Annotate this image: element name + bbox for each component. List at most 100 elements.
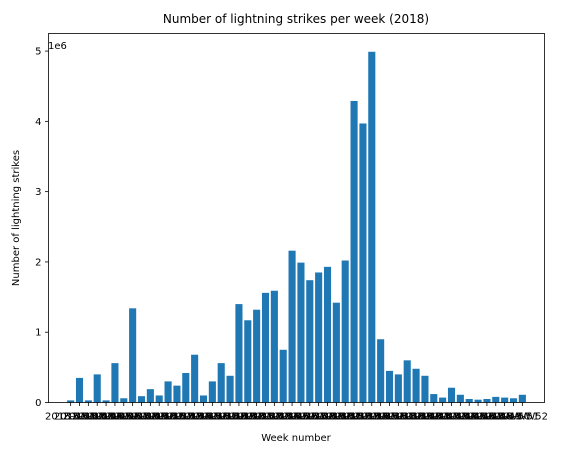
x-axis: 2018-W012018-W022018-W032018-W042018-W05… <box>45 402 548 423</box>
bar-2018-W31 <box>332 302 340 403</box>
bar-2018-W38 <box>394 374 402 403</box>
x-tick-label: 2018-W03 <box>63 412 114 423</box>
bar-2018-W08 <box>129 308 137 403</box>
x-tick-label: 2018-W01 <box>45 412 96 423</box>
bar-2018-W13 <box>173 385 181 403</box>
bar-2018-W50 <box>501 397 509 403</box>
x-tick-label: 2018-W11 <box>134 412 185 423</box>
x-tick-label: 2018-W18 <box>196 412 247 423</box>
x-tick-label: 2018-W38 <box>373 412 424 423</box>
x-tick-label: 2018-W42 <box>408 412 459 423</box>
bar-2018-W46 <box>465 398 473 403</box>
x-tick-label: 2018-W48 <box>461 412 512 423</box>
bar-2018-W52 <box>518 394 526 403</box>
x-tick-label: 2018-W39 <box>382 412 433 423</box>
bar-2018-W26 <box>288 250 296 403</box>
bar-2018-W23 <box>261 292 270 403</box>
x-tick-label: 2018-W49 <box>470 412 521 423</box>
x-tick-label: 2018-W06 <box>89 412 140 423</box>
bar-2018-W17 <box>208 381 216 403</box>
x-tick-label: 2018-W07 <box>98 412 149 423</box>
bar-2018-W44 <box>447 387 456 403</box>
x-tick-label: 2018-W30 <box>302 412 353 423</box>
x-tick-label: 2018-W40 <box>390 412 441 423</box>
bar-2018-W11 <box>155 395 163 403</box>
bar-2018-W32 <box>341 260 349 403</box>
x-tick-label: 2018-W47 <box>452 412 503 423</box>
x-tick-label: 2018-W50 <box>479 412 530 423</box>
bar-2018-W40 <box>412 368 420 403</box>
bar-2018-W21 <box>244 320 252 403</box>
bar-2018-W30 <box>323 266 332 403</box>
x-tick-label: 2018-W14 <box>160 412 211 423</box>
x-tick-label: 2018-W29 <box>293 412 344 423</box>
x-tick-label: 2018-W24 <box>249 412 300 423</box>
bar-2018-W07 <box>120 398 128 403</box>
x-tick-label: 2018-W05 <box>80 412 131 423</box>
bar-2018-W01 <box>67 400 75 403</box>
bar-2018-W43 <box>439 397 447 403</box>
y-multiplier-label: 1e6 <box>48 41 67 52</box>
x-tick-label: 2018-W32 <box>320 412 371 423</box>
x-tick-label: 2018-W22 <box>231 412 282 423</box>
y-tick-label: 3 <box>35 187 41 198</box>
bar-2018-W42 <box>430 394 438 403</box>
bar-2018-W24 <box>270 290 278 403</box>
x-tick-label: 2018-W44 <box>426 412 477 423</box>
bar-2018-W04 <box>93 374 101 403</box>
x-tick-label: 2018-W12 <box>142 412 193 423</box>
x-tick-label: 2018-W28 <box>284 412 335 423</box>
bar-2018-W15 <box>191 354 199 403</box>
bar-2018-W03 <box>84 400 92 403</box>
bar-2018-W45 <box>456 394 464 403</box>
y-tick-label: 4 <box>35 117 41 128</box>
bar-2018-W35 <box>368 51 376 403</box>
x-tick-label: 2018-W31 <box>311 412 362 423</box>
plot-frame <box>48 33 545 403</box>
x-tick-label: 2018-W36 <box>355 412 406 423</box>
bar-2018-W41 <box>421 375 429 403</box>
bar-2018-W14 <box>182 372 190 403</box>
y-tick-label: 2 <box>35 257 41 268</box>
x-tick-label: 2018-W16 <box>178 412 229 423</box>
x-tick-label: 2018-W52 <box>497 412 548 423</box>
y-axis-label: Number of lightning strikes <box>11 150 22 286</box>
bar-2018-W33 <box>350 100 358 403</box>
x-tick-label: 2018-W10 <box>125 412 176 423</box>
bar-2018-W18 <box>217 363 225 403</box>
bar-2018-W28 <box>306 280 314 403</box>
x-tick-label: 2018-W33 <box>328 412 379 423</box>
x-tick-label: 2018-W27 <box>275 412 326 423</box>
x-tick-label: 2018-W51 <box>488 412 539 423</box>
x-tick-label: 2018-W17 <box>187 412 238 423</box>
bar-2018-W12 <box>164 381 172 403</box>
x-tick-label: 2018-W25 <box>258 412 309 423</box>
x-tick-label: 2018-W20 <box>213 412 264 423</box>
x-tick-label: 2018-W15 <box>169 412 220 423</box>
bar-2018-W22 <box>253 309 261 403</box>
bar-2018-W49 <box>492 396 500 403</box>
x-tick-label: 2018-W41 <box>399 412 450 423</box>
bar-2018-W06 <box>111 363 119 403</box>
bar-2018-W36 <box>377 339 385 403</box>
x-tick-label: 2018-W04 <box>72 412 123 423</box>
x-tick-label: 2018-W26 <box>266 412 317 423</box>
bar-2018-W47 <box>474 399 482 403</box>
x-axis-label: Week number <box>261 433 331 444</box>
x-tick-label: 2018-W34 <box>337 412 388 423</box>
x-tick-label: 2018-W19 <box>204 412 255 423</box>
x-tick-label: 2018-W21 <box>222 412 273 423</box>
x-tick-label: 2018-W45 <box>435 412 486 423</box>
x-tick-label: 2018-W43 <box>417 412 468 423</box>
bar-2018-W02 <box>75 377 84 403</box>
chart-title: Number of lightning strikes per week (20… <box>163 12 429 26</box>
bar-2018-W16 <box>199 395 208 403</box>
bar-2018-W29 <box>315 272 323 403</box>
x-tick-label: 2018-W13 <box>151 412 202 423</box>
bar-2018-W25 <box>279 349 287 403</box>
bar-2018-W39 <box>403 360 411 403</box>
bar-2018-W51 <box>509 398 518 403</box>
bar-2018-W27 <box>297 262 305 403</box>
x-tick-label: 2018-W37 <box>364 412 415 423</box>
x-tick-label: 2018-W09 <box>116 412 167 423</box>
